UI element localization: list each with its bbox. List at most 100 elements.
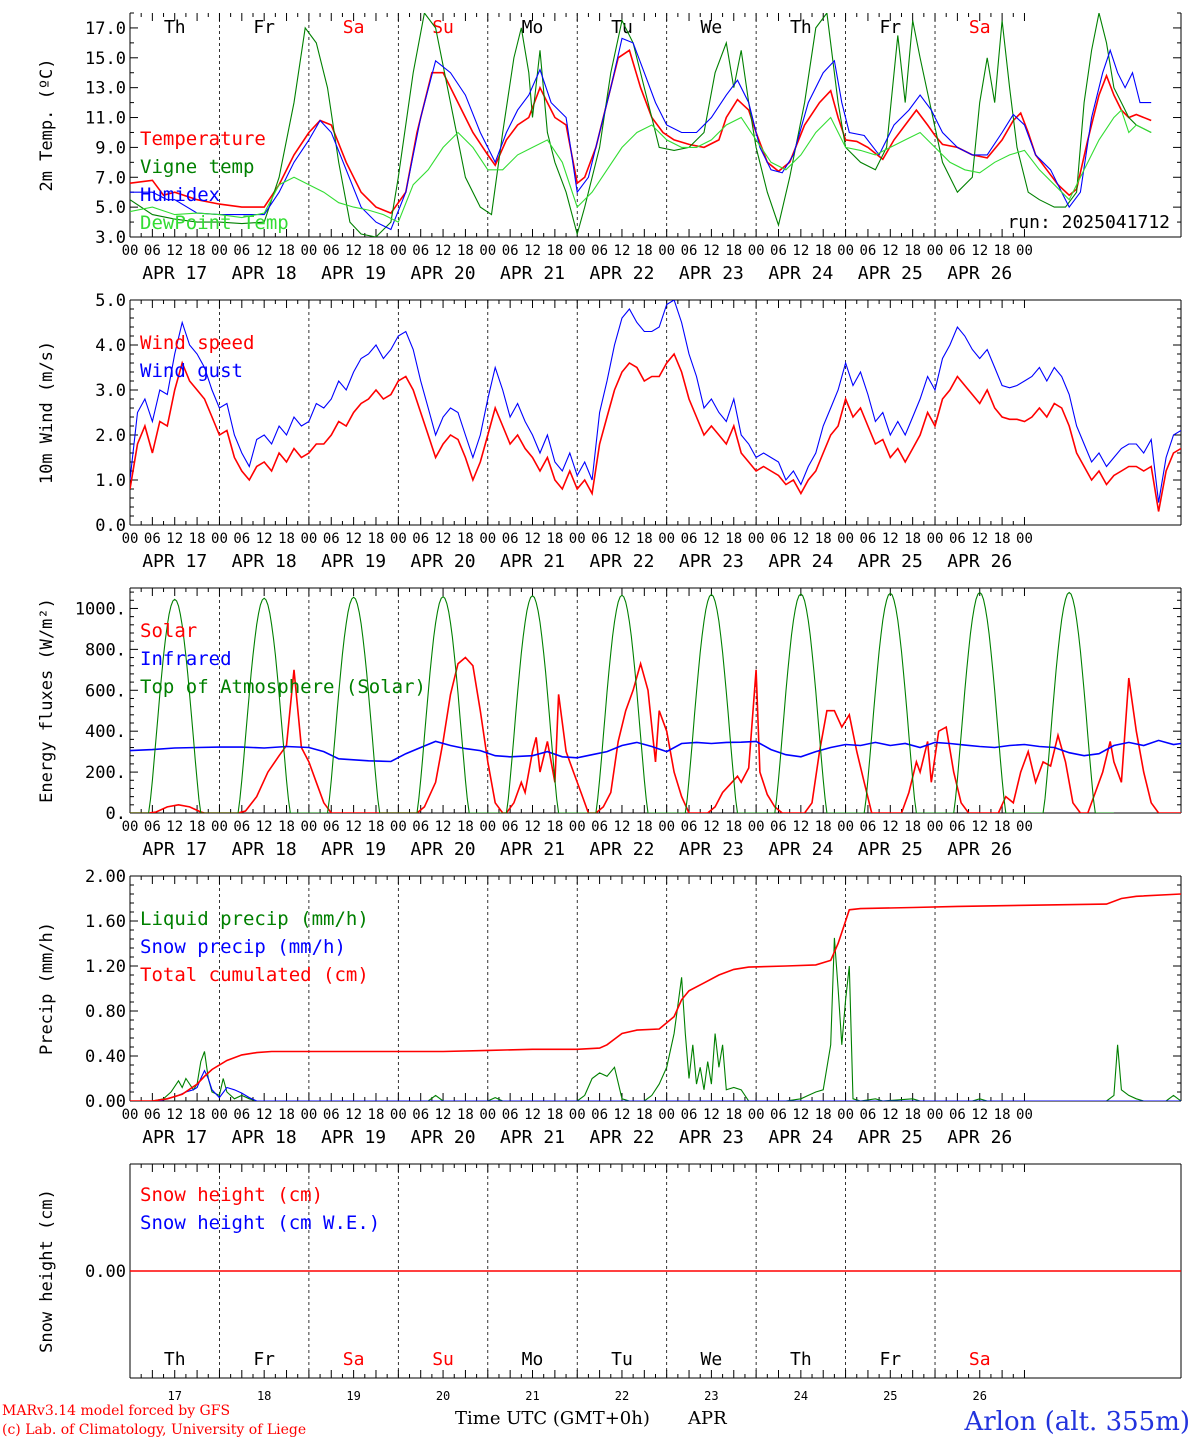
y-tick-label: 0.00	[85, 1262, 126, 1282]
date-label: APR 22	[589, 1127, 654, 1148]
day-number-label: 24	[794, 1389, 808, 1403]
hour-tick-label: 18	[546, 1107, 563, 1123]
day-number-label: 20	[436, 1389, 450, 1403]
series-line-top-of-atmosphere-solar-	[130, 591, 1114, 813]
hour-tick-label: 06	[860, 1107, 877, 1123]
date-label: APR 19	[321, 1127, 386, 1148]
date-label: APR 21	[500, 551, 565, 572]
hour-tick-label: 12	[435, 819, 452, 835]
legend-entry: Vigne temp	[140, 156, 254, 178]
y-axis-label: Energy fluxes (W/m²)	[37, 598, 57, 803]
hour-tick-label: 00	[122, 531, 139, 547]
station-label: Arlon (alt. 355m)	[963, 1407, 1190, 1437]
date-label: APR 25	[858, 1127, 923, 1148]
hour-tick-label: 18	[725, 243, 742, 259]
date-label: APR 24	[768, 1127, 833, 1148]
y-axis-label: 2m Temp. (ºC)	[37, 58, 57, 191]
panel-wind: 0.0 1.0 2.0 3.0 4.0 5.0 10m Wind (m/s) 00 06 12 18…	[37, 291, 1182, 572]
hour-tick-label: 06	[770, 531, 787, 547]
weekday-label: Sa	[343, 1349, 365, 1370]
run-label: run: 2025041712	[1007, 212, 1170, 233]
y-tick-label: 7.0	[95, 168, 126, 188]
y-tick-label: 3.0	[95, 228, 126, 248]
hour-tick-label: 06	[860, 531, 877, 547]
hour-tick-label: 00	[211, 243, 228, 259]
date-label: APR 21	[500, 263, 565, 284]
hour-tick-label: 12	[256, 531, 273, 547]
y-tick-label: 2.00	[85, 867, 126, 887]
hour-tick-label: 18	[368, 243, 385, 259]
hour-tick-label: 06	[233, 819, 250, 835]
weekday-label: Mo	[522, 1349, 544, 1370]
credit-line-2: (c) Lab. of Climatology, University of L…	[2, 1422, 306, 1438]
legend-entry: Snow height (cm W.E.)	[140, 1212, 380, 1234]
hour-tick-label: 00	[837, 819, 854, 835]
hour-tick-label: 18	[994, 243, 1011, 259]
hour-tick-label: 00	[658, 531, 675, 547]
series-line-snow-precip-mm-h-	[130, 1069, 1181, 1101]
hour-tick-label: 06	[949, 531, 966, 547]
weekday-label: Mo	[522, 17, 544, 38]
hour-tick-label: 06	[681, 243, 698, 259]
hour-tick-label: 06	[502, 1107, 519, 1123]
hour-tick-label: 12	[256, 243, 273, 259]
legend-entry: Top of Atmosphere (Solar)	[140, 676, 426, 698]
hour-tick-label: 00	[837, 1107, 854, 1123]
series-line-solar	[130, 656, 1181, 813]
hour-tick-label: 18	[278, 531, 295, 547]
hour-tick-label: 06	[770, 1107, 787, 1123]
hour-tick-label: 12	[166, 243, 183, 259]
hour-tick-label: 12	[345, 1107, 362, 1123]
date-label: APR 18	[232, 1127, 297, 1148]
weekday-label: Tu	[611, 1349, 633, 1370]
date-label: APR 25	[858, 551, 923, 572]
hour-tick-label: 12	[524, 819, 541, 835]
date-label: APR 17	[142, 839, 207, 860]
y-tick-label: 15.0	[85, 49, 126, 69]
hour-tick-label: 06	[502, 819, 519, 835]
hour-tick-label: 06	[323, 1107, 340, 1123]
hour-tick-label: 06	[502, 243, 519, 259]
day-number-label: 22	[615, 1389, 629, 1403]
hour-tick-label: 12	[792, 243, 809, 259]
hour-tick-label: 06	[144, 819, 161, 835]
weekday-label: Su	[432, 1349, 454, 1370]
day-number-label: 19	[346, 1389, 360, 1403]
date-label: APR 21	[500, 1127, 565, 1148]
hour-tick-label: 18	[546, 531, 563, 547]
panel-snow: 0.00 Snow height (cm) Th Fr Sa Su Mo Tu We Th Fr Sa…	[37, 1163, 1182, 1403]
hour-tick-label: 00	[927, 819, 944, 835]
date-label: APR 18	[232, 263, 297, 284]
y-tick-label: 11.0	[85, 109, 126, 129]
y-tick-label: 400.	[85, 722, 126, 742]
date-label: APR 19	[321, 551, 386, 572]
hour-tick-label: 12	[882, 243, 899, 259]
hour-tick-label: 06	[949, 819, 966, 835]
date-label: APR 22	[589, 551, 654, 572]
date-label: APR 22	[589, 839, 654, 860]
y-tick-label: 4.0	[95, 336, 126, 356]
hour-tick-label: 18	[994, 1107, 1011, 1123]
date-label: APR 20	[411, 551, 476, 572]
hour-tick-label: 18	[636, 1107, 653, 1123]
hour-tick-label: 00	[927, 1107, 944, 1123]
hour-tick-label: 18	[636, 819, 653, 835]
hour-tick-label: 06	[412, 531, 429, 547]
date-label: APR 19	[321, 839, 386, 860]
hour-tick-label: 00	[300, 819, 317, 835]
legend-entry: Temperature	[140, 128, 266, 150]
hour-tick-label: 00	[479, 819, 496, 835]
hour-tick-label: 12	[971, 531, 988, 547]
hour-tick-label: 06	[144, 531, 161, 547]
hour-tick-label: 00	[1016, 531, 1033, 547]
hour-tick-label: 06	[412, 819, 429, 835]
hour-tick-label: 18	[278, 819, 295, 835]
y-tick-label: 0.	[106, 804, 126, 824]
day-number-label: 18	[257, 1389, 271, 1403]
hour-tick-label: 18	[904, 531, 921, 547]
hour-tick-label: 12	[166, 819, 183, 835]
hour-tick-label: 00	[390, 1107, 407, 1123]
hour-tick-label: 00	[300, 243, 317, 259]
hour-tick-label: 06	[233, 531, 250, 547]
